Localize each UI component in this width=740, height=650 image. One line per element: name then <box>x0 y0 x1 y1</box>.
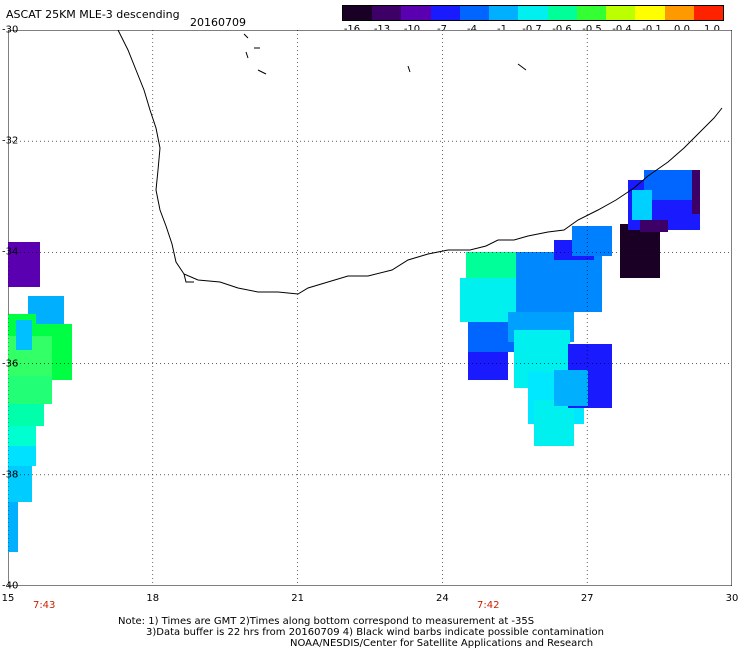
colorbar-swatch <box>693 6 724 20</box>
latitude-tick-label: -38 <box>2 469 19 481</box>
colorbar-swatch <box>547 6 577 20</box>
swath-time-label: 7:42 <box>477 600 500 611</box>
colorbar-swatch <box>518 6 548 20</box>
product-title: ASCAT 25KM MLE-3 descending <box>6 8 180 21</box>
colorbar-swatch <box>343 6 373 20</box>
wind-swath-east <box>460 170 700 446</box>
latitude-tick-label: -32 <box>2 135 19 147</box>
latitude-tick-label: -36 <box>2 358 19 370</box>
note-line-1: Note: 1) Times are GMT 2)Times along bot… <box>118 616 535 627</box>
colorbar-swatch <box>430 6 460 20</box>
colorbar-swatch <box>489 6 519 20</box>
longitude-tick-label: 21 <box>291 593 304 604</box>
longitude-tick-label: 27 <box>580 593 594 604</box>
wind-swath-west <box>8 242 72 552</box>
longitude-tick-label: 30 <box>725 593 739 604</box>
latitude-tick-label: -30 <box>2 24 19 36</box>
latitude-tick-label: -40 <box>2 580 19 592</box>
longitude-tick-label: 15 <box>1 593 15 604</box>
colorbar-swatch <box>606 6 636 20</box>
longitude-tick-label: 18 <box>146 593 160 604</box>
colorbar <box>342 5 724 21</box>
colorbar-swatch <box>459 6 490 20</box>
colorbar-swatch <box>664 6 694 20</box>
product-date: 20160709 <box>190 16 246 29</box>
latitude-tick-label: -34 <box>2 246 19 258</box>
colorbar-swatch <box>576 6 607 20</box>
colorbar-swatch <box>372 6 402 20</box>
coastline <box>117 30 723 295</box>
longitude-tick-label: 24 <box>436 593 449 604</box>
swath-time-label: 7:43 <box>32 600 56 611</box>
map-panel <box>8 30 732 586</box>
colorbar-swatch <box>635 6 665 20</box>
lat-lon-grid <box>8 30 732 586</box>
note-line-3: NOAA/NESDIS/Center for Satellite Applica… <box>290 638 594 649</box>
colorbar-swatch <box>401 6 431 20</box>
note-line-2: 3)Data buffer is 22 hrs from 20160709 4)… <box>146 627 604 638</box>
map-canvas <box>8 30 732 586</box>
